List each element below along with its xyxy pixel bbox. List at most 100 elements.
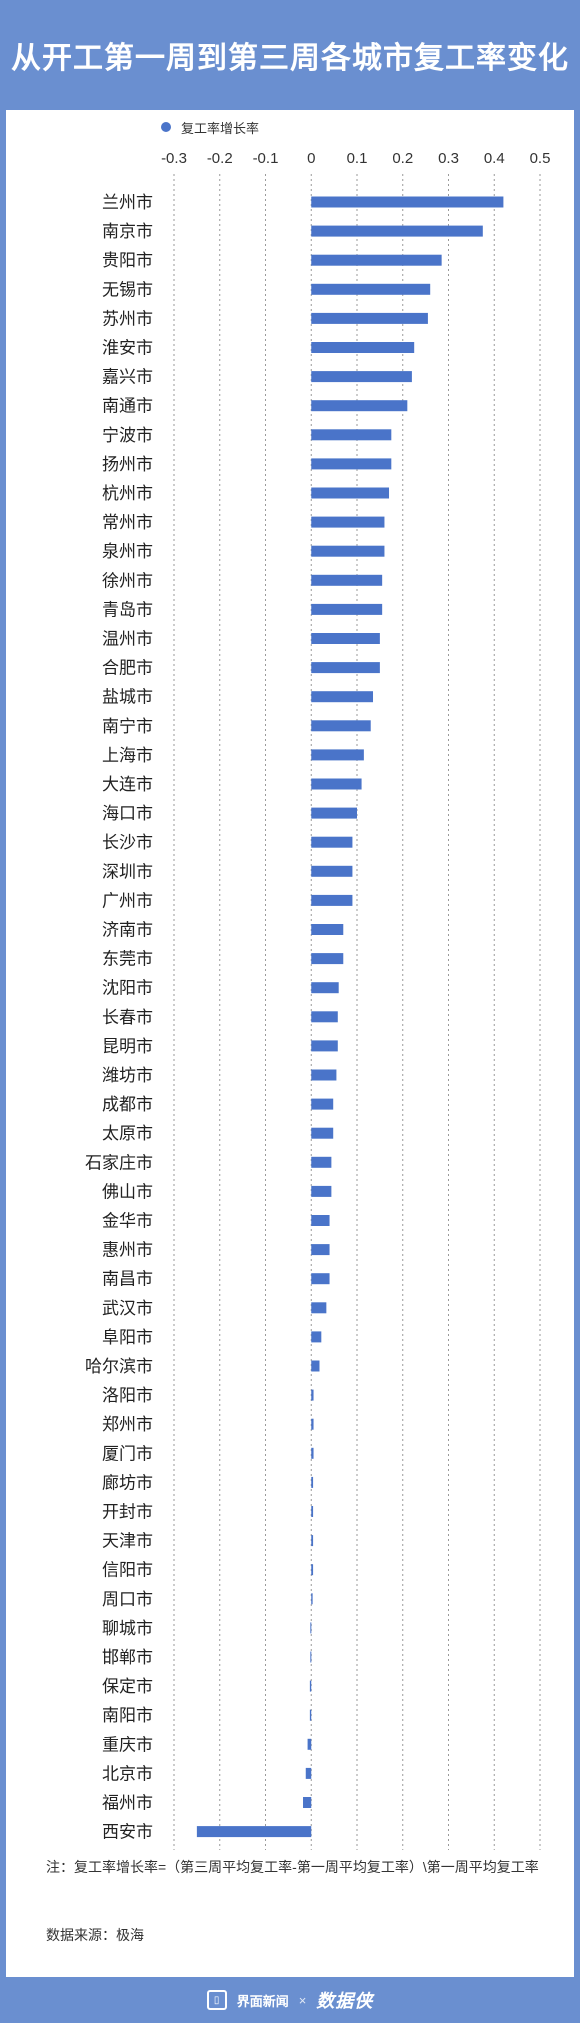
jiemian-logo-icon: ▯ <box>206 1990 227 2010</box>
bar <box>311 283 431 295</box>
bar <box>311 1476 314 1488</box>
bar <box>311 1506 314 1517</box>
bar <box>311 982 339 994</box>
bar-chart: -0.3 -0.2 -0.1 0 0.1 0.2 0.3 0.4 0.5 兰州市南京市贵阳市无锡… <box>85 150 550 1850</box>
category-label: 哈尔滨市 <box>85 1357 153 1376</box>
bar <box>310 1651 312 1663</box>
category-label: 潍坊市 <box>102 1066 153 1085</box>
legend-label: 复工率增长率 <box>181 120 260 136</box>
grid-lines <box>173 174 541 1850</box>
category-label: 聊城市 <box>102 1619 153 1638</box>
category-label: 佛山市 <box>102 1182 153 1201</box>
category-label: 扬州市 <box>102 455 153 474</box>
footer-separator: × <box>298 1992 307 2008</box>
bar <box>311 1564 314 1576</box>
category-label: 杭州市 <box>102 484 153 503</box>
category-label: 嘉兴市 <box>102 368 153 387</box>
category-label: 盐城市 <box>102 688 153 707</box>
bar <box>311 865 353 877</box>
category-label: 武汉市 <box>102 1299 153 1318</box>
bar <box>303 1797 312 1808</box>
category-label: 北京市 <box>102 1764 153 1783</box>
legend-marker <box>161 122 171 132</box>
category-label: 苏州市 <box>102 309 153 328</box>
category-label: 邯郸市 <box>102 1648 153 1667</box>
category-label: 开封市 <box>102 1503 153 1522</box>
bar <box>309 1709 312 1721</box>
category-label: 常州市 <box>102 513 153 532</box>
bar <box>311 254 442 266</box>
bar <box>311 603 383 615</box>
bar <box>311 225 483 237</box>
bar <box>311 1156 332 1168</box>
bar <box>311 1418 314 1430</box>
category-labels: 兰州市南京市贵阳市无锡市苏州市淮安市嘉兴市南通市宁波市扬州市杭州市常州市泉州市徐… <box>85 193 153 1842</box>
bar <box>311 1302 327 1314</box>
category-label: 廊坊市 <box>102 1473 153 1492</box>
bar <box>307 1738 312 1750</box>
category-label: 沈阳市 <box>102 979 153 998</box>
category-label: 昆明市 <box>102 1037 153 1056</box>
bar <box>311 312 428 324</box>
bar <box>311 953 344 965</box>
category-label: 贵阳市 <box>102 251 153 270</box>
bar <box>311 924 344 935</box>
bar <box>309 1680 312 1692</box>
category-label: 东莞市 <box>102 950 153 969</box>
footer: ▯ 界面新闻 × 数据侠 <box>0 1977 580 2023</box>
category-label: 长春市 <box>102 1008 153 1027</box>
bar <box>311 487 390 499</box>
bar <box>311 1389 314 1401</box>
category-label: 无锡市 <box>102 280 153 299</box>
category-label: 阜阳市 <box>102 1328 153 1347</box>
category-label: 重庆市 <box>102 1735 153 1754</box>
bar <box>311 1185 332 1197</box>
bar <box>311 574 383 586</box>
category-label: 太原市 <box>102 1124 153 1143</box>
x-tick-label: 0 <box>307 150 315 167</box>
category-label: 大连市 <box>102 775 153 794</box>
x-tick-label: 0.3 <box>438 150 459 167</box>
category-label: 郑州市 <box>102 1415 153 1434</box>
x-tick-label: 0.1 <box>347 150 368 167</box>
category-label: 温州市 <box>102 630 153 649</box>
bar <box>311 1535 314 1547</box>
bar <box>311 633 380 644</box>
x-tick-label: 0.4 <box>484 150 505 167</box>
footer-brand-1: 界面新闻 <box>236 1993 289 2009</box>
bar <box>311 1273 330 1285</box>
category-label: 天津市 <box>102 1532 153 1551</box>
category-label: 成都市 <box>102 1095 153 1114</box>
category-label: 徐州市 <box>102 571 153 590</box>
bar <box>311 894 353 906</box>
category-label: 济南市 <box>102 921 153 940</box>
x-tick-label: -0.2 <box>207 150 233 167</box>
bar <box>311 1331 322 1343</box>
bar <box>311 371 412 383</box>
bar <box>311 458 392 470</box>
footer-brand-2: 数据侠 <box>316 1991 374 2011</box>
category-label: 金华市 <box>102 1212 153 1231</box>
category-label: 南京市 <box>102 222 153 241</box>
category-label: 泉州市 <box>102 542 153 561</box>
category-label: 青岛市 <box>102 600 153 619</box>
category-label: 惠州市 <box>102 1241 153 1260</box>
bar <box>311 400 408 412</box>
bar <box>311 662 380 674</box>
bar <box>311 1069 337 1081</box>
chart-title: 从开工第一周到第三周各城市复工率变化 <box>11 42 569 75</box>
bar <box>311 778 362 790</box>
category-label: 南昌市 <box>102 1270 153 1289</box>
chart-card: 复工率增长率 -0.3 -0.2 -0.1 0 0.1 0.2 0.3 0.4 0.5 兰州市南… <box>6 110 574 1977</box>
category-label: 淮安市 <box>102 339 153 358</box>
bar <box>311 429 392 441</box>
bar <box>311 720 371 732</box>
x-axis-ticks: -0.3 -0.2 -0.1 0 0.1 0.2 0.3 0.4 0.5 <box>161 150 550 167</box>
category-label: 南通市 <box>102 397 153 416</box>
category-label: 石家庄市 <box>85 1153 153 1172</box>
legend: 复工率增长率 <box>161 110 259 144</box>
bar <box>311 196 504 208</box>
category-label: 福州市 <box>102 1794 153 1813</box>
bar <box>305 1767 312 1779</box>
category-label: 保定市 <box>102 1677 153 1696</box>
